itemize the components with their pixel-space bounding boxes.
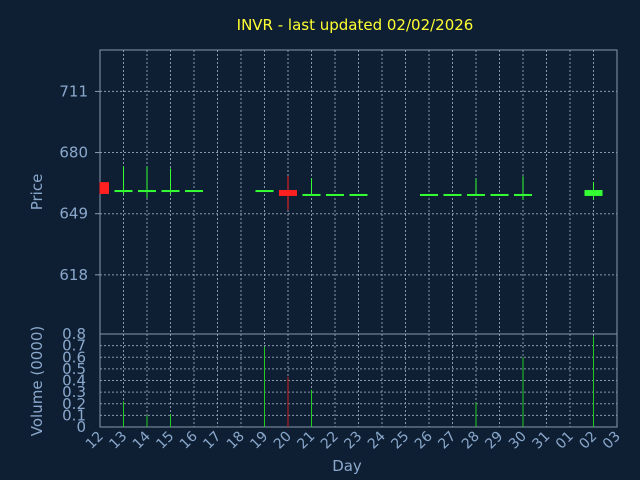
x-tick-label: 21 bbox=[294, 429, 318, 453]
candle-body bbox=[100, 182, 109, 194]
x-tick-label: 25 bbox=[388, 429, 412, 453]
candle-body bbox=[185, 190, 203, 193]
x-tick-label: 26 bbox=[412, 428, 436, 452]
candle bbox=[326, 193, 344, 196]
x-tick-label: 19 bbox=[247, 429, 271, 453]
x-tick-label: 01 bbox=[553, 429, 577, 453]
volume-tick-label: 0.2 bbox=[62, 395, 86, 413]
price-tick-label: 711 bbox=[59, 82, 88, 100]
candle-body bbox=[114, 190, 133, 193]
volume-tick-label: 0.7 bbox=[62, 337, 86, 355]
volume-tick-label: 0.1 bbox=[62, 406, 86, 424]
candle bbox=[302, 178, 321, 196]
x-tick-label: 03 bbox=[600, 429, 624, 453]
x-tick-label: 27 bbox=[435, 429, 459, 453]
candle-body bbox=[443, 193, 462, 196]
x-axis-label: Day bbox=[332, 457, 362, 475]
x-tick-label: 02 bbox=[576, 429, 600, 453]
candle-body bbox=[138, 190, 156, 193]
candle-body bbox=[490, 193, 509, 196]
x-tick-label: 24 bbox=[365, 428, 389, 452]
volume-axis-label: Volume (0000) bbox=[28, 326, 46, 436]
candle bbox=[279, 176, 297, 210]
candle-body bbox=[302, 193, 321, 196]
candle-body bbox=[584, 190, 603, 196]
price-tick-label: 680 bbox=[59, 144, 88, 162]
x-tick-label: 16 bbox=[177, 428, 201, 452]
candle-body bbox=[161, 190, 180, 193]
candle bbox=[584, 182, 603, 200]
candle bbox=[420, 193, 438, 196]
candle bbox=[349, 193, 368, 196]
candle bbox=[467, 178, 485, 196]
price-tick-label: 649 bbox=[59, 205, 88, 223]
x-tick-label: 12 bbox=[83, 429, 107, 453]
candle bbox=[255, 190, 274, 193]
x-axis: 12 13 14 15 16 17 18 19 20 21 22 23 24 25 26 27 28 29 30 31… bbox=[83, 428, 624, 452]
x-tick-label: 31 bbox=[529, 429, 553, 453]
x-tick-label: 29 bbox=[482, 429, 506, 453]
x-tick-label: 20 bbox=[271, 429, 295, 453]
candle-body bbox=[326, 193, 344, 196]
x-tick-label: 17 bbox=[200, 429, 224, 453]
candle-body bbox=[467, 193, 485, 196]
x-tick-label: 18 bbox=[224, 429, 248, 453]
candle bbox=[185, 190, 203, 193]
candle-body bbox=[420, 193, 438, 196]
volume-tick-label: 0.4 bbox=[62, 372, 86, 390]
candle bbox=[99, 182, 109, 194]
x-tick-label: 30 bbox=[506, 429, 530, 453]
volume-tick-label: 0.5 bbox=[62, 360, 86, 378]
volume-tick-label: 0.8 bbox=[62, 325, 86, 343]
chart-title: INVR - last updated 02/02/2026 bbox=[237, 16, 474, 34]
x-tick-label: 14 bbox=[130, 428, 154, 452]
candle-body bbox=[514, 193, 532, 196]
volume-tick-label: 0.6 bbox=[62, 348, 86, 366]
price-axis-label: Price bbox=[28, 174, 46, 211]
candle bbox=[114, 166, 133, 194]
x-tick-label: 13 bbox=[106, 429, 130, 453]
candle bbox=[161, 168, 180, 194]
candle bbox=[443, 193, 462, 196]
x-tick-label: 22 bbox=[318, 429, 342, 453]
candle bbox=[138, 166, 156, 198]
volume-tick-label: 0.3 bbox=[62, 383, 86, 401]
candle-body bbox=[279, 190, 297, 196]
price-panel: 618 649 680 711 bbox=[59, 49, 618, 335]
candle bbox=[514, 176, 532, 200]
candle-body bbox=[255, 190, 274, 193]
candle-body bbox=[349, 193, 368, 196]
x-tick-label: 28 bbox=[459, 429, 483, 453]
price-tick-label: 618 bbox=[59, 266, 88, 284]
x-tick-label: 15 bbox=[153, 429, 177, 453]
volume-tick-label: 0 bbox=[76, 418, 86, 436]
x-tick-label: 23 bbox=[341, 429, 365, 453]
volume-panel: 00.10.20.30.40.50.60.70.8 bbox=[62, 325, 618, 436]
candle bbox=[490, 193, 509, 196]
